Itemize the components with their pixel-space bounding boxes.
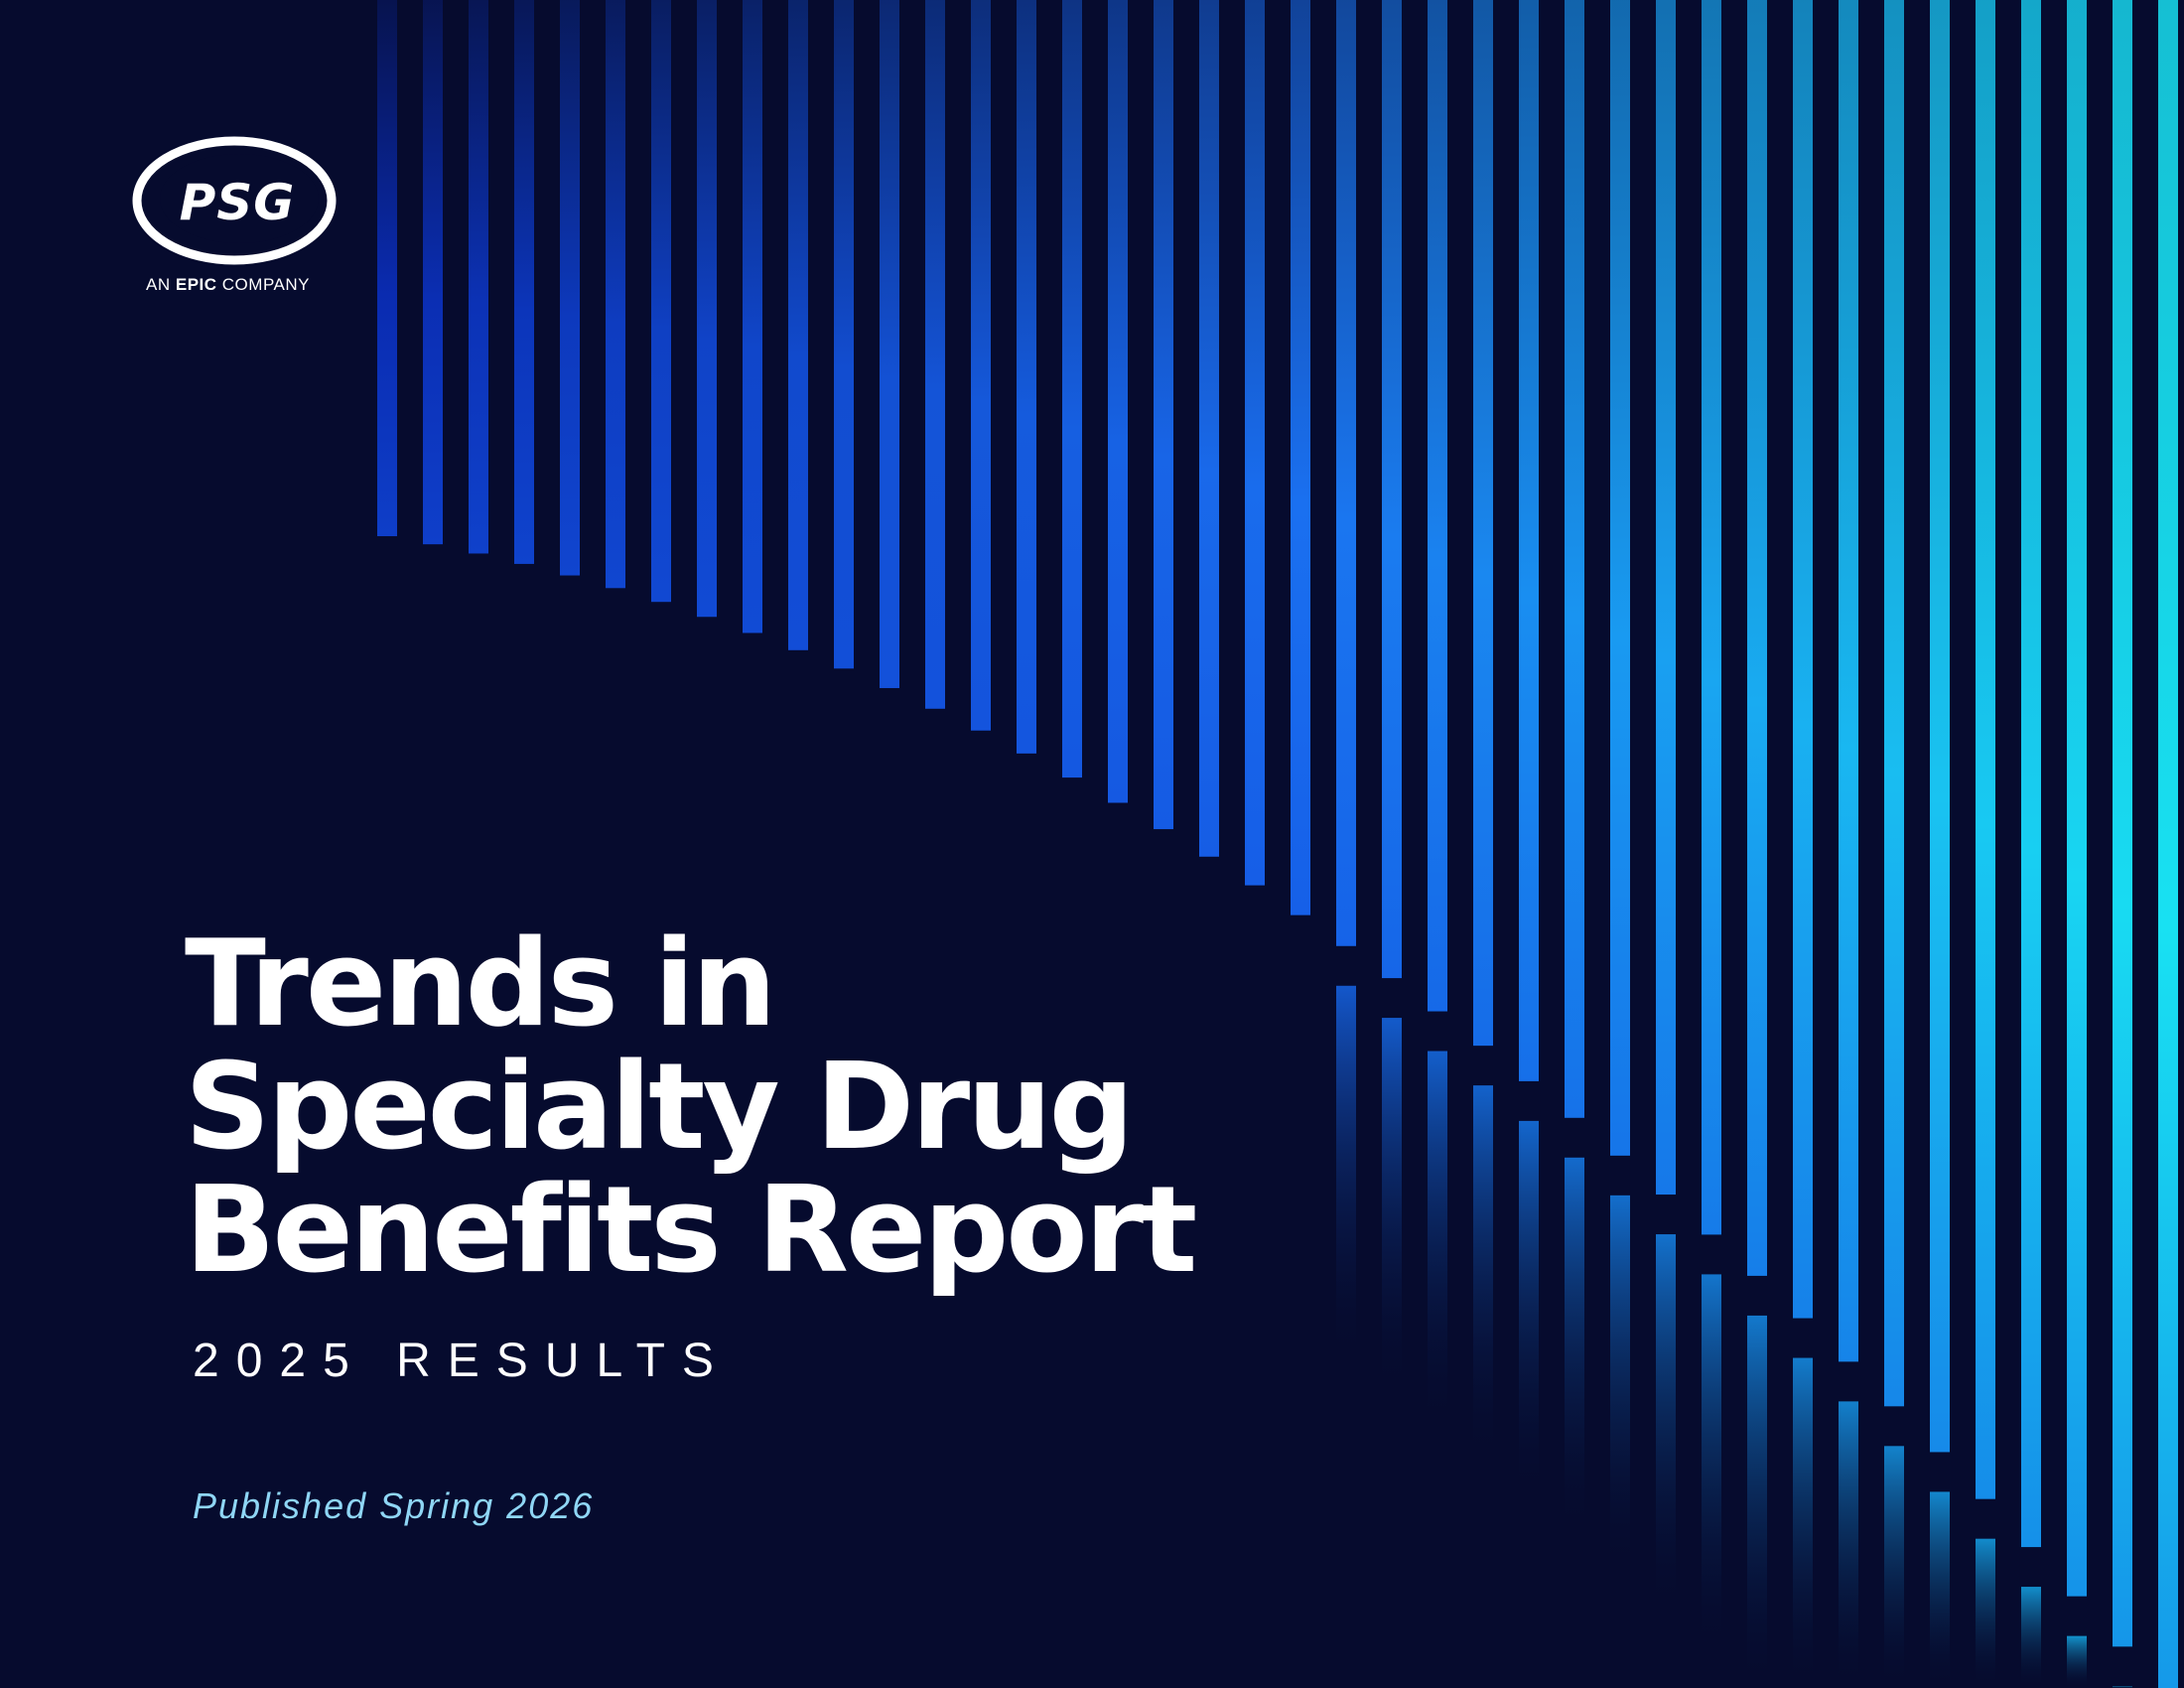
report-subtitle: 2025 RESULTS — [193, 1335, 731, 1387]
logo-tagline-suffix: COMPANY — [221, 275, 310, 294]
upper-stripe — [1473, 0, 1493, 1047]
title-line-3: Benefits Report — [185, 1162, 1197, 1300]
lower-stripe — [1382, 1018, 1402, 1396]
upper-stripe — [377, 0, 397, 536]
lower-stripe — [1656, 1234, 1676, 1613]
upper-stripe — [1382, 0, 1402, 979]
upper-stripe — [2158, 0, 2178, 1688]
upper-stripe — [1428, 0, 1447, 1012]
upper-stripe — [1702, 0, 1721, 1235]
upper-stripe — [1793, 0, 1813, 1319]
upper-stripe — [1291, 0, 1310, 915]
upper-stripe — [1245, 0, 1265, 886]
upper-stripe — [1884, 0, 1904, 1407]
upper-stripe — [1199, 0, 1219, 857]
lower-stripe — [1976, 1538, 1995, 1688]
lower-stripe — [1473, 1085, 1493, 1464]
lower-stripe — [2067, 1635, 2087, 1688]
upper-stripe — [1976, 0, 1995, 1499]
upper-stripe — [925, 0, 945, 709]
upper-stripe — [697, 0, 717, 618]
upper-stripe — [606, 0, 625, 589]
upper-stripe — [651, 0, 671, 603]
lower-stripe — [1336, 985, 1356, 1363]
logo-tagline-brand: EPIC — [175, 275, 217, 294]
psg-logo: PSG AN EPIC COMPANY — [132, 131, 341, 300]
lower-stripe — [1793, 1357, 1813, 1688]
lower-stripe — [2113, 1686, 2132, 1688]
upper-stripe — [560, 0, 580, 576]
lower-stripe — [2021, 1587, 2041, 1688]
upper-stripe — [834, 0, 854, 669]
upper-stripe — [2067, 0, 2087, 1597]
upper-stripe — [514, 0, 534, 564]
lower-stripe — [1839, 1401, 1858, 1688]
logo-tagline-prefix: AN — [146, 275, 171, 294]
upper-stripe — [2021, 0, 2041, 1548]
lower-stripe — [1428, 1051, 1447, 1429]
lower-stripe — [1747, 1315, 1767, 1688]
upper-stripe — [971, 0, 991, 731]
upper-stripe — [1154, 0, 1173, 830]
upper-stripe — [1656, 0, 1676, 1196]
upper-stripe — [1017, 0, 1036, 754]
upper-stripe — [1108, 0, 1128, 803]
upper-stripe — [788, 0, 808, 650]
lower-stripe — [1519, 1120, 1539, 1498]
upper-stripe — [469, 0, 488, 554]
upper-stripe — [1747, 0, 1767, 1276]
upper-stripe — [2113, 0, 2132, 1647]
upper-stripe — [1519, 0, 1539, 1081]
upper-stripe — [743, 0, 762, 633]
lower-stripe — [1565, 1157, 1584, 1535]
upper-stripe — [1336, 0, 1356, 946]
upper-stripe — [880, 0, 899, 688]
upper-stripe — [1062, 0, 1082, 778]
report-title: Trends in Specialty Drug Benefits Report — [185, 915, 1197, 1300]
logo-mark: PSG — [179, 174, 296, 231]
lower-stripe — [1702, 1274, 1721, 1652]
lower-stripe-group — [1336, 985, 2132, 1688]
lower-stripe — [1610, 1195, 1630, 1573]
upper-stripe-group — [377, 0, 2178, 1688]
publication-date: Published Spring 2026 — [193, 1485, 595, 1526]
logo-ellipse-icon — [132, 136, 337, 265]
title-line-2: Specialty Drug — [185, 1039, 1135, 1177]
lower-stripe — [1884, 1446, 1904, 1688]
lower-stripe — [1930, 1491, 1950, 1688]
title-line-1: Trends in — [185, 915, 776, 1054]
upper-stripe — [1565, 0, 1584, 1118]
logo-tagline: AN EPIC COMPANY — [146, 275, 344, 295]
upper-stripe — [1930, 0, 1950, 1453]
upper-stripe — [1839, 0, 1858, 1362]
upper-stripe — [1610, 0, 1630, 1156]
upper-stripe — [423, 0, 443, 545]
